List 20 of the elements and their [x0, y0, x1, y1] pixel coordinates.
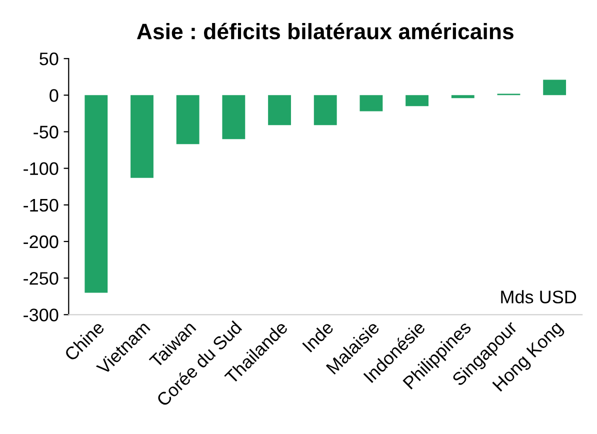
- bar: [406, 95, 429, 106]
- bar: [222, 95, 246, 140]
- chart-title: Asie : déficits bilatéraux américains: [136, 22, 514, 40]
- y-tick-label: -100: [24, 162, 58, 176]
- y-tick-label: -300: [24, 308, 58, 322]
- y-tick-label: 0: [50, 89, 58, 102]
- y-tick-label: -200: [24, 235, 58, 248]
- bar: [176, 95, 200, 144]
- bar: [84, 95, 108, 293]
- bar: [451, 95, 474, 98]
- y-tick-label: -150: [24, 198, 58, 212]
- y-tick-label: 50: [40, 52, 58, 66]
- y-tick-label: -250: [24, 272, 58, 285]
- bar: [543, 80, 566, 96]
- annotation: Mds USD: [501, 290, 576, 304]
- bar: [268, 95, 291, 126]
- bar: [360, 95, 383, 112]
- y-tick-label: -50: [34, 126, 58, 138]
- bar: [314, 95, 337, 126]
- bar: [130, 95, 154, 178]
